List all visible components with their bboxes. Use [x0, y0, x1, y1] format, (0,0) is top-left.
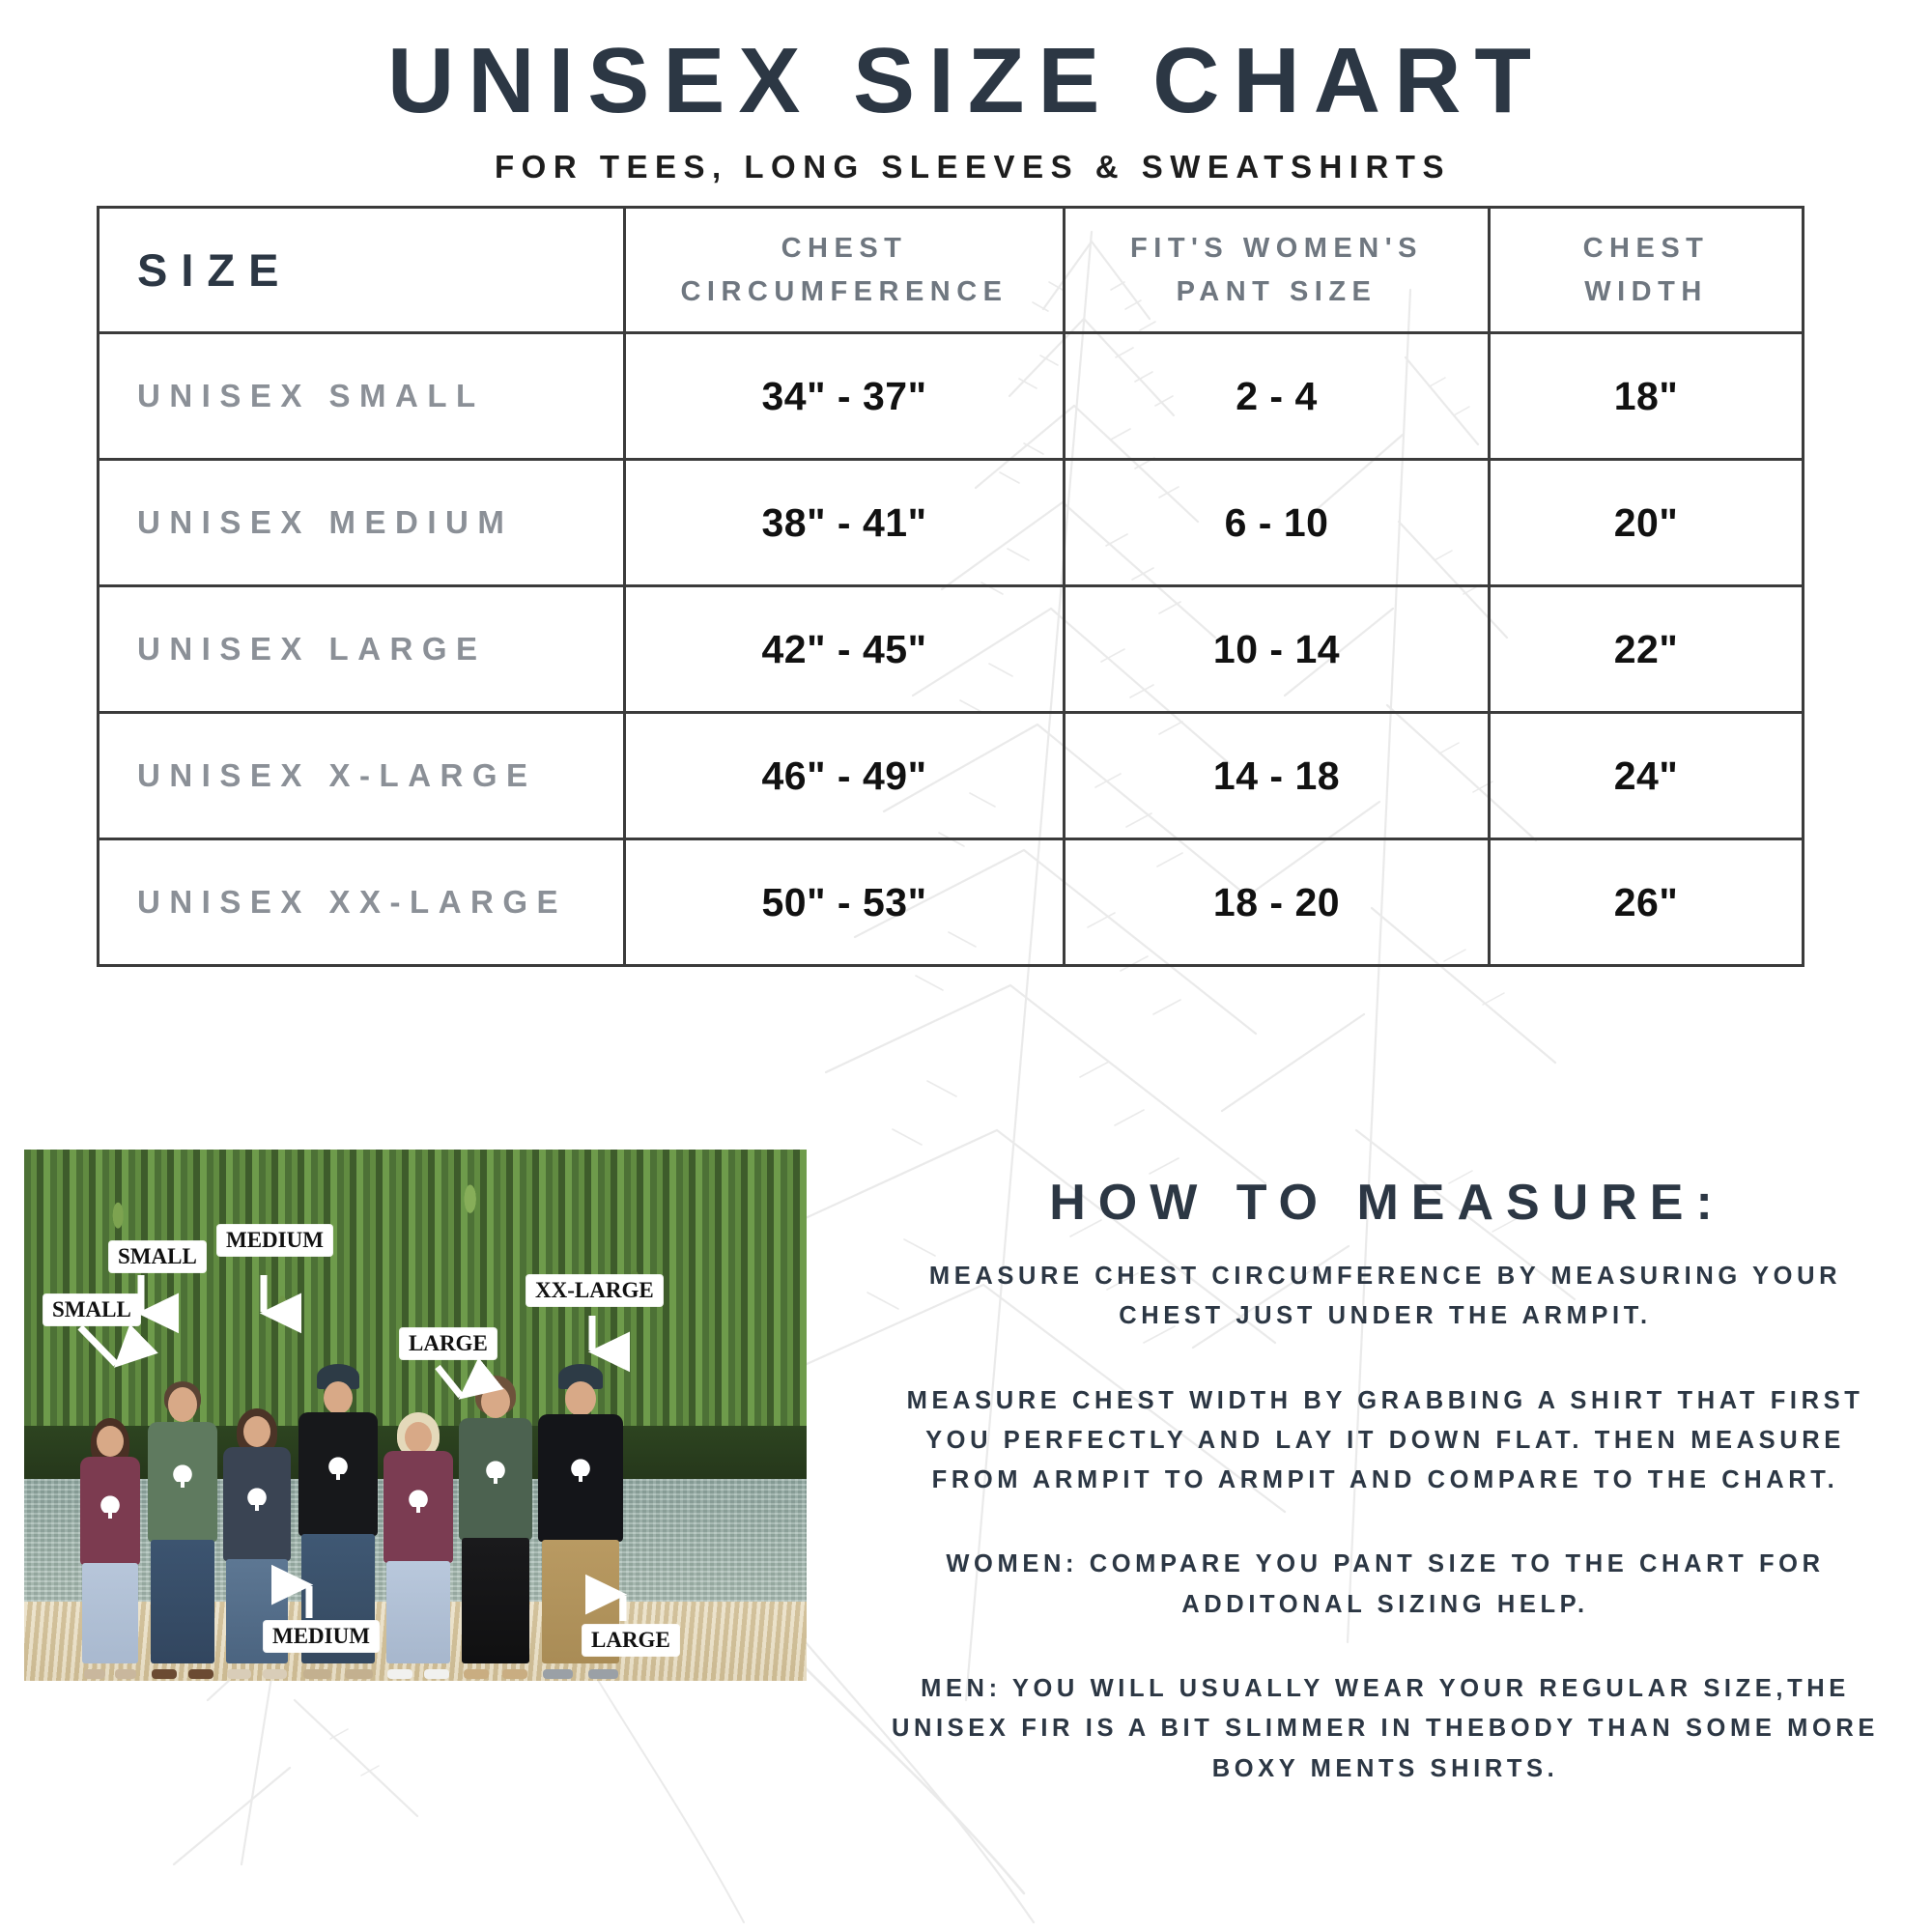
table-row: UNISEX X-LARGE 46" - 49" 14 - 18 24": [97, 711, 1804, 840]
column-header-chest-width: CHEST WIDTH: [1488, 206, 1804, 334]
tree-graphic: [99, 1486, 121, 1519]
head: [405, 1422, 432, 1453]
head: [565, 1381, 596, 1416]
column-header-line2: PANT SIZE: [1176, 275, 1378, 307]
column-header-chest-circumference: CHEST CIRCUMFERENCE: [623, 206, 1065, 334]
column-header-size-label: SIZE: [137, 244, 293, 296]
cell-womens-pant-size: 14 - 18: [1063, 711, 1491, 840]
cell-size: UNISEX XX-LARGE: [97, 838, 626, 967]
cell-chest-circumference: 46" - 49": [623, 711, 1065, 840]
page-title: UNISEX SIZE CHART: [386, 29, 1546, 132]
cell-chest-circumference: 38" - 41": [623, 458, 1065, 587]
shoes: [83, 1669, 137, 1679]
tree-graphic: [408, 1480, 429, 1513]
size-chart-table-wrapper: SIZE CHEST CIRCUMFERENCE FIT'S WOMEN'S P…: [97, 206, 1804, 967]
cell-chest-width: 20": [1488, 458, 1804, 587]
tree-graphic: [485, 1451, 506, 1484]
arrow-large-top: [435, 1357, 504, 1400]
torso-shirt: [538, 1414, 623, 1542]
column-header-womens-pant-size: FIT'S WOMEN'S PANT SIZE: [1063, 206, 1491, 334]
column-header-line2: WIDTH: [1584, 275, 1708, 307]
table-row: UNISEX MEDIUM 38" - 41" 6 - 10 20": [97, 458, 1804, 587]
head: [97, 1426, 124, 1457]
cell-womens-pant-size: 10 - 14: [1063, 584, 1491, 714]
callout-xx-large-top: XX-LARGE: [526, 1275, 663, 1306]
cell-size: UNISEX X-LARGE: [97, 711, 626, 840]
cell-chest-width: 26": [1488, 838, 1804, 967]
cell-chest-circumference: 50" - 53": [623, 838, 1065, 967]
person-large-2: [459, 1376, 532, 1679]
group-photo: SMALL SMALL MEDIUM LARGE XX-LARGE MEDIUM…: [24, 1150, 807, 1681]
cell-size: UNISEX MEDIUM: [97, 458, 626, 587]
cell-chest-width: 24": [1488, 711, 1804, 840]
cell-size: UNISEX LARGE: [97, 584, 626, 714]
tree-graphic: [570, 1449, 591, 1482]
table-row: UNISEX XX-LARGE 50" - 53" 18 - 20 26": [97, 838, 1804, 967]
cell-chest-circumference: 42" - 45": [623, 584, 1065, 714]
table-row: UNISEX SMALL 34" - 37" 2 - 4 18": [97, 331, 1804, 461]
callout-large-top: LARGE: [400, 1328, 497, 1359]
head: [168, 1387, 197, 1422]
how-to-measure-paragraph-2: MEASURE CHEST WIDTH BY GRABBING A SHIRT …: [906, 1386, 1864, 1494]
arrow-small-left: [77, 1323, 158, 1368]
tree-graphic: [172, 1455, 193, 1488]
how-to-measure-section: HOW TO MEASURE: MEASURE CHEST CIRCUMFERE…: [869, 1174, 1893, 1789]
legs-pants: [462, 1538, 529, 1663]
person-small-1: [80, 1418, 140, 1679]
cell-chest-circumference: 34" - 37": [623, 331, 1065, 461]
shoes: [463, 1669, 528, 1679]
how-to-measure-paragraph-1: MEASURE CHEST CIRCUMFERENCE BY MEASURING…: [928, 1263, 1842, 1330]
cell-womens-pant-size: 18 - 20: [1063, 838, 1491, 967]
torso-shirt: [148, 1422, 217, 1542]
column-header-line1: FIT'S WOMEN'S: [1130, 232, 1423, 264]
cell-womens-pant-size: 6 - 10: [1063, 458, 1491, 587]
how-to-measure-heading: HOW TO MEASURE:: [1049, 1175, 1725, 1231]
how-to-measure-paragraph-4: MEN: YOU WILL USUALLY WEAR YOUR REGULAR …: [891, 1675, 1880, 1782]
callout-small-left: SMALL: [43, 1294, 140, 1325]
torso-shirt: [384, 1451, 453, 1563]
size-chart-table: SIZE CHEST CIRCUMFERENCE FIT'S WOMEN'S P…: [97, 206, 1804, 967]
head: [324, 1381, 353, 1414]
cell-size: UNISEX SMALL: [97, 331, 626, 461]
callout-arrows: [77, 1275, 631, 1621]
torso-shirt: [80, 1457, 140, 1565]
how-to-measure-paragraph-3: WOMEN: COMPARE YOU PANT SIZE TO THE CHAR…: [946, 1550, 1825, 1618]
legs-jeans: [150, 1540, 215, 1663]
callout-medium-bottom: MEDIUM: [264, 1621, 379, 1652]
legs-jeans: [82, 1563, 138, 1663]
cell-chest-width: 18": [1488, 331, 1804, 461]
column-header-line2: CIRCUMFERENCE: [680, 275, 1009, 307]
cell-chest-width: 22": [1488, 584, 1804, 714]
column-header-line1: CHEST: [781, 232, 908, 264]
column-header-line1: CHEST: [1582, 232, 1710, 264]
callout-medium-top: MEDIUM: [217, 1225, 332, 1256]
table-header-row: SIZE CHEST CIRCUMFERENCE FIT'S WOMEN'S P…: [97, 206, 1804, 334]
table-row: UNISEX LARGE 42" - 45" 10 - 14 22": [97, 584, 1804, 714]
person-small-2: [148, 1381, 217, 1679]
shoes: [152, 1669, 213, 1679]
page-subtitle: FOR TEES, LONG SLEEVES & SWEATSHIRTS: [495, 149, 1451, 185]
torso-shirt: [459, 1418, 532, 1540]
callout-large-bottom: LARGE: [582, 1625, 679, 1656]
cell-womens-pant-size: 2 - 4: [1063, 331, 1491, 461]
callout-small-top: SMALL: [109, 1241, 206, 1272]
column-header-size: SIZE: [97, 206, 626, 334]
